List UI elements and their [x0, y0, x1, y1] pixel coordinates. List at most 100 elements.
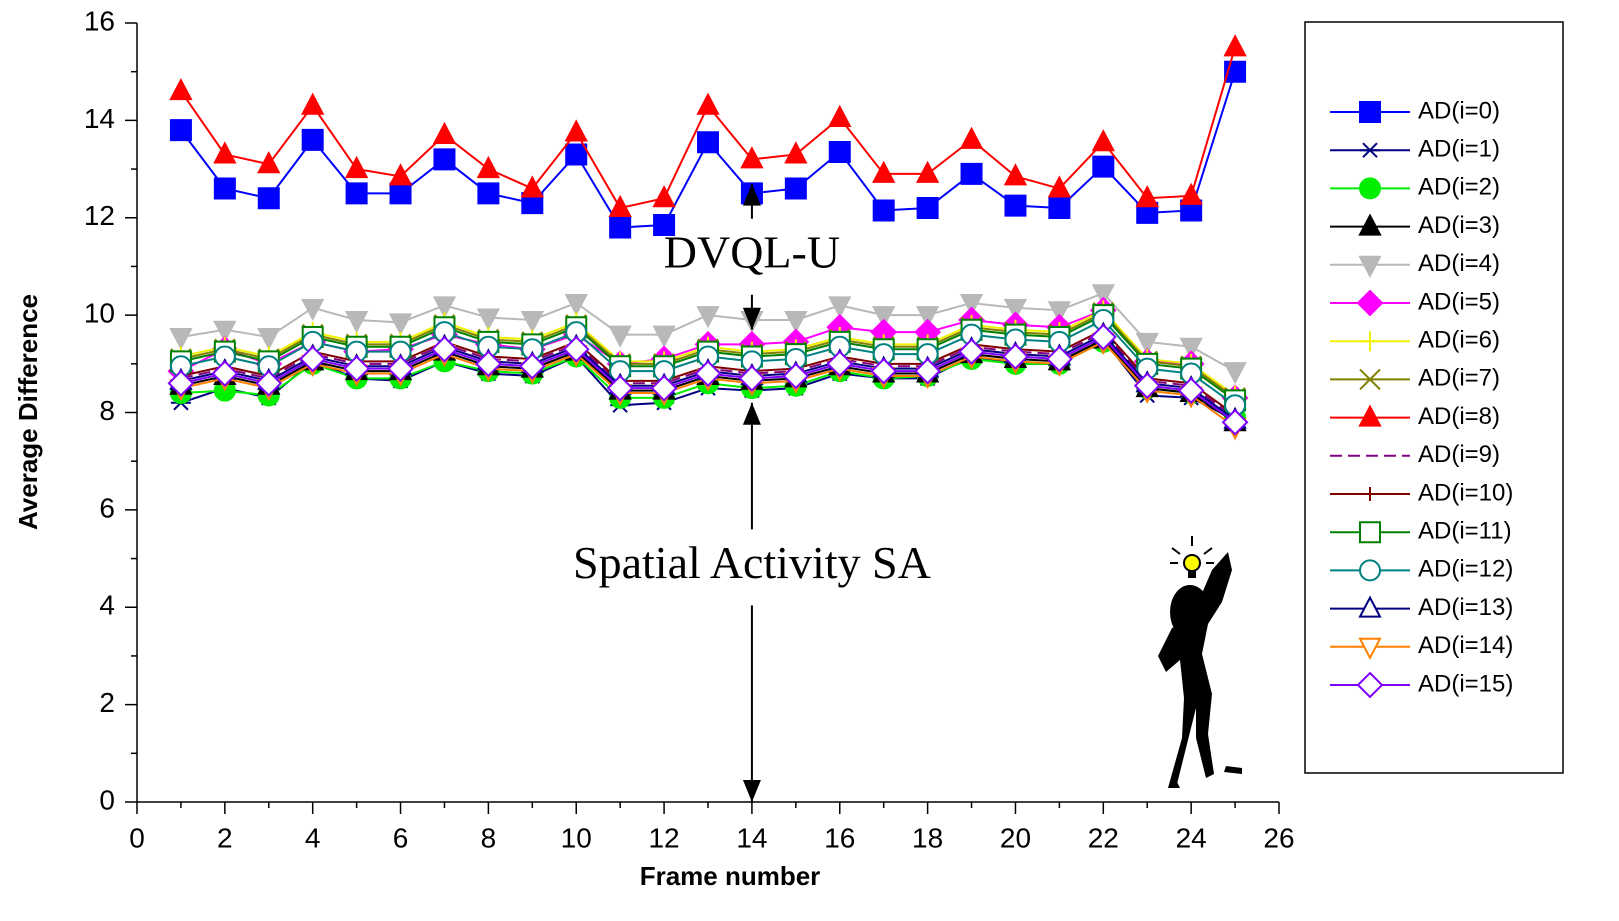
data-point	[828, 104, 852, 127]
legend-label: AD(i=2)	[1418, 174, 1500, 201]
legend-label: AD(i=6)	[1418, 327, 1500, 354]
data-point	[828, 141, 851, 164]
data-point	[1045, 345, 1073, 373]
data-point	[1091, 129, 1115, 152]
data-point	[959, 293, 984, 317]
legend-marker	[1358, 255, 1382, 278]
legend-label: AD(i=14)	[1418, 632, 1513, 659]
legend-label: AD(i=7)	[1418, 365, 1500, 392]
data-point	[167, 369, 195, 397]
data-point	[652, 325, 676, 348]
data-point	[784, 310, 808, 334]
data-point	[697, 131, 719, 154]
x-tick-label: 6	[393, 822, 409, 853]
data-point	[960, 162, 983, 185]
y-tick-label: 4	[99, 590, 115, 621]
figure-icon	[1158, 536, 1242, 788]
data-point	[169, 328, 193, 351]
annotation: DVQL-U	[664, 226, 840, 277]
data-point	[959, 126, 984, 149]
data-point	[518, 352, 546, 380]
data-point	[652, 185, 676, 208]
series-line	[180, 47, 1237, 210]
data-point	[915, 306, 940, 329]
data-point	[1091, 284, 1115, 307]
legend-label: AD(i=8)	[1418, 403, 1500, 430]
y-tick-label: 6	[99, 492, 115, 523]
data-point	[914, 357, 942, 385]
data-point	[1177, 377, 1205, 405]
legend-label: AD(i=4)	[1418, 250, 1500, 277]
arrow-head	[742, 183, 761, 206]
data-point	[211, 360, 239, 387]
legend-box	[1304, 21, 1564, 774]
x-tick-label: 26	[1263, 822, 1294, 853]
y-tick-label: 2	[99, 687, 115, 718]
legend-label: AD(i=9)	[1418, 441, 1500, 468]
data-point	[608, 325, 632, 348]
data-point	[872, 199, 895, 222]
data-point	[388, 163, 413, 186]
data-point	[870, 357, 898, 385]
data-point	[1092, 155, 1115, 178]
data-point	[432, 121, 457, 144]
data-point	[344, 155, 369, 179]
annotation: Spatial Activity SA	[573, 537, 931, 588]
legend-label: AD(i=5)	[1418, 288, 1500, 315]
data-point	[388, 313, 413, 336]
legend-label: AD(i=11)	[1418, 518, 1512, 545]
data-point	[562, 335, 590, 363]
data-point	[738, 365, 766, 392]
data-point	[1133, 372, 1161, 400]
x-tick-label: 2	[217, 822, 233, 853]
data-point	[257, 328, 281, 351]
data-point	[169, 119, 192, 142]
legend-label: AD(i=1)	[1418, 136, 1500, 163]
data-point	[1089, 323, 1117, 351]
data-point	[1221, 408, 1249, 436]
data-point	[432, 296, 457, 319]
x-tick-label: 16	[824, 822, 855, 853]
data-point	[255, 369, 283, 397]
data-point	[387, 355, 414, 383]
y-tick-label: 12	[84, 200, 115, 231]
y-tick-label: 16	[84, 5, 115, 36]
data-point	[213, 177, 236, 200]
data-point	[564, 293, 588, 317]
y-tick-label: 14	[84, 103, 115, 134]
legend-label: AD(i=3)	[1418, 212, 1500, 239]
data-point	[608, 194, 632, 218]
y-tick-label: 8	[99, 395, 115, 426]
legend-label: AD(i=12)	[1418, 556, 1513, 583]
data-point	[1135, 332, 1159, 356]
x-tick-label: 18	[912, 822, 943, 853]
data-point	[344, 310, 369, 334]
x-tick-label: 20	[1000, 822, 1031, 853]
data-point	[474, 350, 502, 378]
x-tick-label: 0	[129, 822, 145, 853]
data-point	[916, 197, 939, 220]
data-point	[1048, 197, 1071, 220]
data-point	[477, 182, 500, 205]
data-point	[696, 306, 720, 329]
data-point	[694, 360, 722, 387]
data-point	[1223, 362, 1247, 385]
data-point	[1004, 194, 1027, 217]
legend-marker	[1359, 101, 1381, 123]
legend-marker	[1360, 331, 1380, 352]
x-tick-label: 22	[1088, 822, 1119, 853]
data-point	[828, 296, 852, 319]
x-tick-label: 4	[305, 822, 321, 853]
data-point	[606, 374, 634, 402]
legend-marker	[1359, 559, 1381, 582]
legend-label: AD(i=10)	[1418, 479, 1513, 506]
x-tick-label: 12	[648, 822, 679, 853]
data-point	[213, 320, 237, 343]
data-point	[389, 182, 412, 205]
y-tick-label: 10	[84, 298, 115, 329]
data-point	[915, 160, 940, 183]
data-point	[653, 214, 676, 237]
data-point	[301, 298, 325, 321]
x-tick-label: 10	[561, 822, 592, 853]
data-point	[433, 148, 456, 171]
